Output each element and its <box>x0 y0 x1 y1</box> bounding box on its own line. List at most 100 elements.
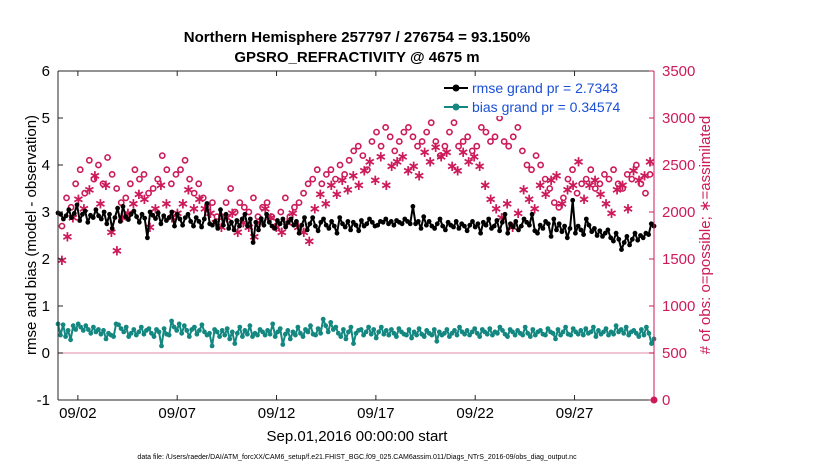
bias-point <box>618 327 624 332</box>
obs-assimilated-point: ∗ <box>512 204 525 222</box>
rmse-point <box>540 226 546 231</box>
bias-point <box>469 329 475 335</box>
obs-assimilated-point: ∗ <box>633 171 646 189</box>
rmse-point <box>191 223 196 229</box>
right-axis-origin-marker <box>650 396 658 404</box>
bias-point <box>275 329 281 335</box>
obs-assimilated-point: ∗ <box>105 223 118 241</box>
obs-possible-point <box>473 142 481 150</box>
bias-point <box>247 323 253 329</box>
rmse-point <box>101 209 107 215</box>
rmse-point <box>554 227 559 233</box>
obs-assimilated-point: ∗ <box>56 251 69 269</box>
rmse-point <box>342 224 348 230</box>
bias-point <box>186 334 192 339</box>
obs-possible-point <box>231 208 239 216</box>
obs-possible-point <box>341 170 349 178</box>
obs-possible-point <box>464 133 472 141</box>
bias-point <box>633 330 639 336</box>
obs-possible-point <box>222 199 230 206</box>
bias-point <box>214 329 220 335</box>
obs-possible-point <box>427 119 435 127</box>
bias-point <box>520 332 526 338</box>
bias-point <box>591 324 596 330</box>
obs-possible-point <box>432 138 440 145</box>
bias-point <box>606 332 611 338</box>
rmse-point <box>125 217 131 222</box>
bias-point <box>91 324 96 330</box>
y-tick-label-left: 1 <box>42 298 50 315</box>
rmse-point <box>499 219 505 225</box>
bias-point <box>287 336 293 342</box>
obs-possible-point <box>555 203 563 211</box>
rmse-point <box>594 233 600 238</box>
rmse-point <box>313 223 318 229</box>
bias-point <box>179 330 185 336</box>
y-axis-label-right: # of obs: o=possible; ∗=assimilated <box>697 116 714 355</box>
rmse-point <box>226 226 232 231</box>
bias-point <box>543 332 548 338</box>
rmse-point <box>323 222 329 228</box>
bias-point <box>414 332 419 338</box>
obs-possible-point <box>642 189 649 197</box>
rmse-point <box>117 219 123 224</box>
rmse-point <box>131 208 137 214</box>
rmse-point <box>573 230 578 236</box>
legend-bias-marker <box>452 103 460 111</box>
rmse-point <box>104 221 110 227</box>
obs-assimilated-point: ∗ <box>188 199 201 217</box>
bias-point <box>234 330 240 336</box>
bias-point <box>80 328 86 333</box>
y-tick-label-left: 3 <box>42 204 50 221</box>
rmse-point <box>193 215 199 221</box>
legend: rmse grand pr = 2.7343 bias grand pr = 0… <box>440 76 652 116</box>
y-axis-label-left: rmse and bias (model - observation) <box>23 115 40 355</box>
rmse-point <box>109 226 115 231</box>
rmse-point <box>318 219 324 225</box>
obs-possible-point <box>491 133 499 141</box>
bias-point <box>436 329 442 335</box>
bias-point <box>538 328 543 333</box>
bias-point <box>192 324 197 330</box>
rmse-point <box>296 230 302 236</box>
bias-point <box>295 324 301 330</box>
bias-point <box>131 327 137 332</box>
rmse-point <box>619 247 624 253</box>
bias-point <box>553 336 558 342</box>
rmse-point <box>310 215 316 221</box>
obs-possible-point <box>131 166 139 174</box>
bias-point <box>530 327 536 332</box>
rmse-point <box>231 227 237 233</box>
bias-point <box>623 324 629 330</box>
rmse-point <box>437 216 443 222</box>
rmse-point <box>575 223 581 229</box>
legend-box <box>440 76 652 116</box>
rmse-point <box>556 221 562 227</box>
bias-point <box>227 336 233 342</box>
obs-possible-point <box>209 199 216 206</box>
obs-possible-point <box>646 170 654 178</box>
obs-possible-point <box>468 147 476 155</box>
obs-possible-point <box>564 175 572 183</box>
rmse-point <box>242 211 248 217</box>
rmse-point <box>443 227 448 233</box>
rmse-point <box>364 221 370 227</box>
obs-possible-point <box>441 142 449 150</box>
x-tick-label: 09/27 <box>556 405 594 422</box>
chart-subtitle: GPSRO_REFRACTIVITY @ 4675 m <box>234 49 479 66</box>
rmse-point <box>518 223 524 229</box>
bias-point <box>277 326 283 331</box>
obs-assimilated-point: ∗ <box>358 162 371 180</box>
rmse-point <box>434 221 440 227</box>
bias-point <box>545 326 551 331</box>
obs-possible-point <box>477 124 485 131</box>
rmse-point <box>559 229 565 235</box>
bias-point <box>315 326 321 331</box>
rmse-point <box>337 215 343 221</box>
obs-possible-point <box>186 175 194 183</box>
obs-assimilated-point: ∗ <box>484 190 497 208</box>
rmse-point <box>586 222 592 228</box>
bias-point <box>386 332 392 338</box>
bias-point <box>363 329 369 335</box>
